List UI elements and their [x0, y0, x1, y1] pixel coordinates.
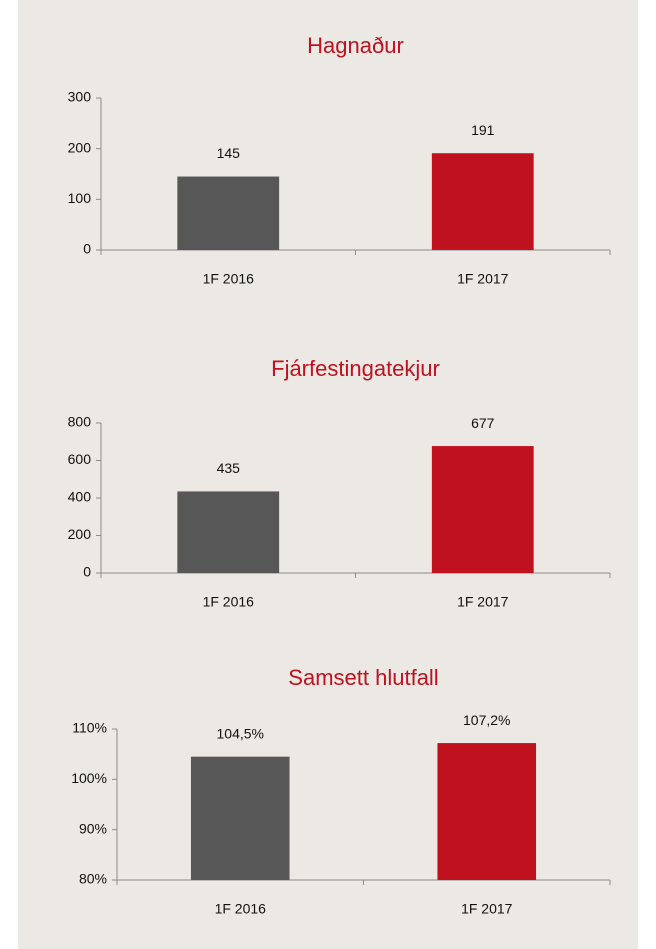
data-label: 107,2%	[463, 712, 510, 728]
y-tick-label: 200	[68, 526, 92, 542]
bar	[190, 756, 290, 880]
bar	[431, 446, 534, 573]
data-label: 145	[217, 145, 241, 161]
data-label: 191	[471, 122, 495, 138]
x-tick-label: 1F 2016	[203, 271, 255, 287]
y-tick-label: 110%	[72, 720, 107, 736]
bar	[177, 491, 280, 573]
x-tick-label: 1F 2017	[461, 901, 513, 917]
y-tick-label: 800	[68, 414, 92, 430]
y-tick-label: 90%	[79, 820, 107, 836]
bar	[437, 743, 537, 880]
chart-title: Fjárfestingatekjur	[271, 356, 440, 381]
x-tick-label: 1F 2017	[457, 594, 509, 610]
bar	[177, 176, 280, 250]
y-tick-label: 600	[68, 451, 92, 467]
data-label: 104,5%	[217, 725, 264, 741]
y-tick-label: 0	[83, 564, 91, 580]
y-tick-label: 80%	[79, 871, 107, 887]
x-tick-label: 1F 2016	[203, 594, 255, 610]
x-tick-label: 1F 2016	[215, 901, 267, 917]
x-tick-label: 1F 2017	[457, 271, 509, 287]
bar	[431, 153, 534, 250]
y-tick-label: 0	[83, 241, 91, 257]
chart-title: Samsett hlutfall	[288, 665, 438, 690]
background	[18, 0, 638, 949]
y-tick-label: 400	[68, 489, 92, 505]
data-label: 677	[471, 415, 495, 431]
data-label: 435	[217, 460, 241, 476]
y-tick-label: 100	[68, 190, 92, 206]
y-tick-label: 100%	[71, 770, 107, 786]
y-tick-label: 300	[68, 89, 92, 105]
chart-title: Hagnaður	[307, 33, 404, 58]
y-tick-label: 200	[68, 139, 92, 155]
